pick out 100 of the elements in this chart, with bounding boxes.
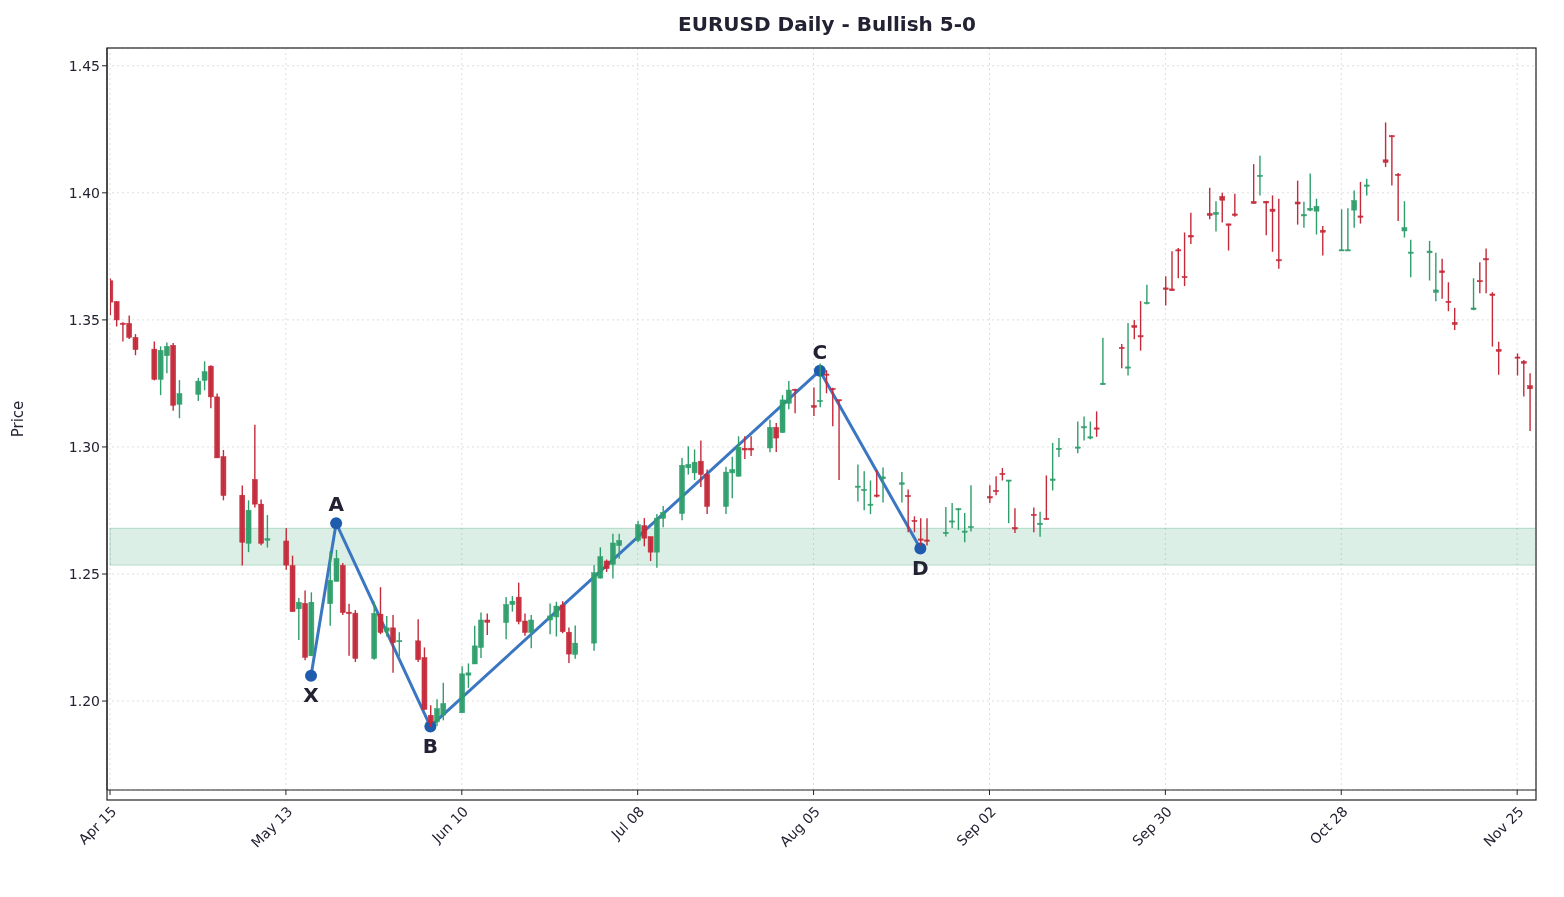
candlestick [817, 362, 823, 409]
candlestick [993, 475, 999, 496]
candlestick [1514, 352, 1521, 377]
candlestick [968, 484, 974, 533]
candlestick [1043, 474, 1050, 521]
candlestick [1263, 200, 1269, 236]
candlestick [943, 506, 949, 538]
candlestick [1401, 200, 1408, 239]
candlestick [1269, 194, 1276, 253]
candlestick [396, 631, 403, 658]
annotation: B [422, 733, 438, 758]
candlestick [1433, 252, 1439, 303]
candlestick [1075, 420, 1081, 454]
candlestick [1477, 261, 1483, 294]
candlestick [874, 469, 880, 499]
annotation: A [328, 492, 345, 517]
candlestick [1225, 223, 1232, 252]
candlestick [1206, 187, 1213, 220]
x-tick-label: Aug 05 [776, 803, 824, 850]
candlestick [296, 597, 302, 641]
y-tick-label: 1.20 [68, 693, 100, 710]
candlestick [1320, 225, 1326, 257]
candlestick [767, 419, 773, 453]
candlestick [1257, 155, 1263, 197]
candlestick [1181, 231, 1188, 287]
candlestick [880, 466, 886, 504]
candlestick [1395, 172, 1401, 222]
point [330, 517, 343, 530]
candlestick [1012, 507, 1018, 534]
x-tick-label: Sep 02 [953, 803, 999, 849]
y-tick-label: 1.25 [68, 565, 100, 582]
candlestick [1081, 415, 1087, 442]
candlestick [905, 488, 911, 534]
candlestick [1037, 511, 1043, 538]
candlestick [1489, 291, 1496, 348]
candlestick [836, 398, 842, 481]
x-tick-label: Jun 10 [428, 803, 472, 847]
candlestick [855, 463, 861, 503]
candlestick [1357, 181, 1364, 225]
candlestick [1137, 300, 1144, 352]
candlestick [1232, 193, 1238, 218]
candlestick [1119, 343, 1125, 369]
candlestick [1093, 410, 1100, 438]
candlestick [1005, 479, 1012, 524]
candlestick [1031, 506, 1037, 534]
candlestick [1527, 372, 1533, 432]
candlestick [1276, 197, 1282, 270]
candlestick [384, 615, 390, 638]
candlestick [484, 612, 491, 636]
candlestick [1049, 442, 1056, 492]
candlestick [1470, 277, 1477, 311]
candlestick [811, 386, 817, 417]
x-tick-label: Jul 08 [607, 803, 648, 843]
candlestick [830, 387, 836, 428]
candlestick [1250, 163, 1257, 205]
candlestick [867, 479, 874, 515]
y-axis-title: Price [9, 400, 28, 438]
y-tick-label: 1.40 [68, 184, 100, 201]
candlestick [377, 586, 384, 635]
candlestick [1451, 307, 1458, 331]
candlestick [1213, 200, 1219, 233]
candlestick [1426, 240, 1433, 282]
candlestick [1389, 134, 1395, 187]
candlestick [1056, 437, 1062, 458]
candlestick [264, 514, 271, 549]
candlestick [1351, 189, 1357, 229]
chart-title: EURUSD Daily - Bullish 5-0 [677, 11, 977, 38]
y-tick-label: 1.45 [68, 57, 100, 74]
candlestick [1439, 257, 1445, 300]
point [305, 669, 318, 682]
candlestick [1483, 247, 1489, 294]
y-tick-label: 1.30 [68, 438, 100, 455]
candlestick [1188, 211, 1194, 245]
candlestick [1301, 201, 1307, 229]
candlestick [1100, 336, 1106, 386]
candlestick [1445, 281, 1452, 312]
candlestick [792, 388, 798, 414]
candlestick [1219, 192, 1226, 224]
candlestick [1125, 322, 1131, 377]
x-tick-label: Sep 30 [1129, 803, 1175, 849]
candlestick [1407, 239, 1414, 278]
candlestick [949, 502, 955, 529]
y-tick-label: 1.35 [68, 311, 100, 328]
x-tick-label: Oct 28 [1306, 803, 1351, 848]
candlestick [176, 379, 183, 419]
candlestick [1382, 121, 1389, 168]
annotation: X [303, 682, 320, 707]
candlestick [1294, 179, 1301, 226]
candlestick [823, 369, 830, 395]
candlestick [427, 704, 434, 728]
annotation: C [812, 339, 828, 364]
candlestick [1175, 247, 1182, 279]
candlestick [861, 470, 867, 511]
candlestick [773, 422, 779, 453]
candlestick [899, 471, 905, 504]
candlestick [1521, 359, 1527, 398]
candlestick [566, 626, 572, 664]
candlestick [1495, 341, 1502, 376]
candlestick [635, 519, 641, 543]
candlestick [528, 614, 534, 649]
